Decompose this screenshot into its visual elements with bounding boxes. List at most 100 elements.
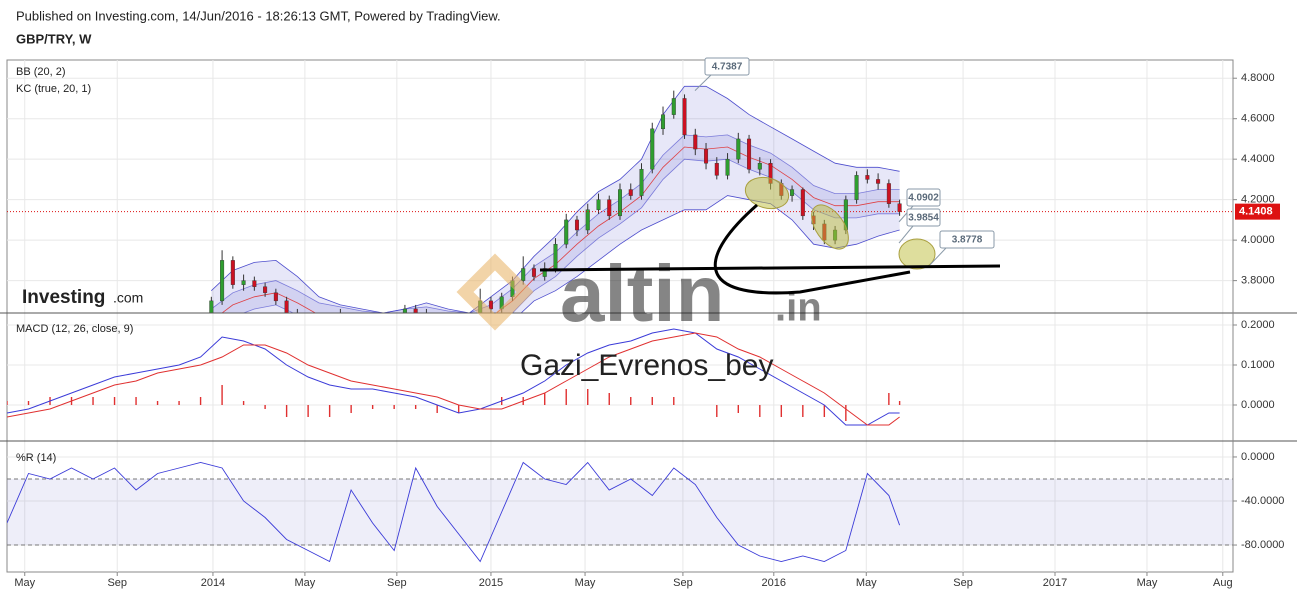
histogram-bar bbox=[199, 397, 202, 405]
candle-body bbox=[661, 114, 666, 130]
candle-body bbox=[564, 219, 569, 245]
candle-body bbox=[596, 199, 601, 210]
site-watermark: altin bbox=[560, 249, 724, 338]
histogram-bar bbox=[587, 389, 589, 405]
candle-body bbox=[521, 268, 526, 281]
y-tick-label: 4.0000 bbox=[1241, 234, 1275, 246]
x-tick-label: 2016 bbox=[762, 577, 786, 589]
y-tick-label: 3.8000 bbox=[1241, 275, 1275, 287]
macd-panel bbox=[7, 313, 1233, 441]
y-tick-label: 0.0000 bbox=[1241, 451, 1275, 463]
histogram-bar bbox=[350, 405, 352, 413]
callout-label: 3.8778 bbox=[952, 235, 983, 246]
macd-line bbox=[7, 332, 900, 426]
x-tick-label: Sep bbox=[953, 577, 973, 589]
candle-body bbox=[618, 189, 623, 217]
indicator-label: %R (14) bbox=[16, 452, 56, 464]
candle-body bbox=[252, 280, 257, 287]
logo-diamond bbox=[456, 253, 534, 331]
candle-body bbox=[553, 243, 558, 269]
williams-panel bbox=[7, 441, 1233, 572]
candle-body bbox=[607, 199, 612, 217]
candle-body bbox=[886, 183, 891, 204]
candle-body bbox=[747, 138, 752, 170]
histogram-bar bbox=[156, 401, 159, 405]
callout-box bbox=[906, 208, 941, 227]
callout-label: 4.7387 bbox=[712, 62, 743, 73]
indicator-label: BB (20, 2) bbox=[16, 66, 66, 78]
histogram-bar bbox=[178, 401, 180, 405]
y-tick-label: 4.4000 bbox=[1241, 153, 1275, 165]
histogram-bar bbox=[608, 393, 610, 405]
y-tick-label: 4.6000 bbox=[1241, 113, 1275, 125]
brand-logo: Investing bbox=[22, 287, 105, 308]
candle-body bbox=[209, 300, 214, 313]
y-tick-label: 0.1000 bbox=[1241, 359, 1275, 371]
histogram-bar bbox=[285, 405, 288, 417]
histogram-bar bbox=[630, 397, 632, 405]
highlight-ellipse bbox=[811, 204, 849, 250]
candle-body bbox=[693, 134, 698, 150]
last-price-tag bbox=[1235, 203, 1280, 220]
histogram-bar bbox=[673, 397, 675, 405]
x-tick-label: Sep bbox=[387, 577, 407, 589]
y-tick-label: 4.2000 bbox=[1241, 194, 1275, 206]
williams-line bbox=[7, 461, 901, 563]
indicator-label: MACD (12, 26, close, 9) bbox=[16, 323, 133, 335]
brand-logo-suffix: .com bbox=[113, 290, 143, 306]
published-note: Published on Investing.com, 14/Jun/2016 … bbox=[16, 8, 501, 23]
candle-body bbox=[682, 98, 687, 136]
candle-body bbox=[531, 268, 536, 277]
candle-body bbox=[585, 209, 590, 231]
candle-body bbox=[757, 163, 762, 170]
indicator-label: KC (true, 20, 1) bbox=[16, 83, 91, 95]
candle-body bbox=[671, 98, 676, 115]
histogram-bar bbox=[393, 405, 395, 409]
last-price-label: 4.1408 bbox=[1239, 206, 1273, 218]
candle-body bbox=[790, 189, 795, 196]
callout-label: 3.9854 bbox=[908, 213, 939, 224]
candle-body bbox=[714, 163, 719, 176]
callout-box bbox=[939, 230, 995, 249]
x-tick-label: May bbox=[575, 577, 596, 589]
symbol-title: GBP/TRY, W bbox=[16, 31, 92, 46]
callout-box bbox=[906, 188, 941, 207]
candle-body bbox=[639, 169, 644, 196]
candle-body bbox=[800, 189, 805, 217]
candle-body bbox=[725, 158, 730, 176]
histogram-bar bbox=[888, 393, 890, 405]
histogram-bar bbox=[759, 405, 761, 417]
candle-body bbox=[876, 179, 881, 184]
candle-body bbox=[854, 175, 859, 200]
histogram-bar bbox=[898, 401, 901, 405]
x-tick-label: 2017 bbox=[1043, 577, 1067, 589]
callout-pointer bbox=[898, 225, 914, 244]
x-tick-label: May bbox=[14, 577, 35, 589]
histogram-bar bbox=[565, 389, 567, 405]
candle-body bbox=[220, 260, 225, 302]
histogram-bar bbox=[92, 397, 94, 405]
candle-body bbox=[650, 128, 655, 170]
trend-line bbox=[539, 264, 1001, 272]
candle-body bbox=[865, 175, 870, 180]
histogram-bar bbox=[307, 405, 309, 417]
histogram-bar bbox=[27, 401, 30, 405]
candle-body bbox=[628, 189, 633, 196]
histogram-bar bbox=[845, 405, 847, 421]
histogram-bar bbox=[242, 401, 245, 405]
author-watermark: Gazi_Evrenos_bey bbox=[520, 349, 773, 382]
histogram-bar bbox=[135, 397, 137, 405]
candle-body bbox=[488, 300, 493, 310]
histogram-bar bbox=[802, 405, 804, 417]
level-band bbox=[7, 478, 1233, 546]
candle-body bbox=[574, 219, 579, 231]
price-panel bbox=[7, 60, 1233, 313]
y-tick-label: 0.2000 bbox=[1241, 319, 1275, 331]
callout-pointer bbox=[694, 74, 712, 91]
histogram-bar bbox=[737, 405, 739, 413]
y-tick-label: -40.0000 bbox=[1241, 495, 1284, 507]
highlight-ellipse bbox=[898, 238, 936, 270]
histogram-bar bbox=[414, 405, 417, 409]
highlight-ellipse bbox=[744, 176, 790, 210]
